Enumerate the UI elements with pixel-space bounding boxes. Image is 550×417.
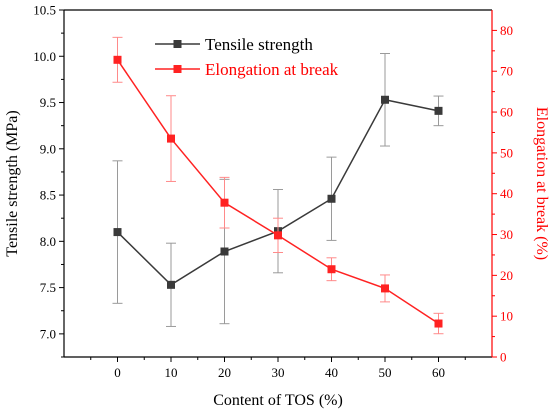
y-right-tick-label: 20 (500, 268, 513, 283)
elongation-point (327, 265, 336, 274)
legend-label-tensile: Tensile strength (205, 35, 313, 54)
y-left-tick-label: 8.5 (40, 188, 56, 203)
series-layer (112, 36, 444, 335)
y-left-tick-label: 8.0 (40, 234, 56, 249)
x-axis-title: Content of TOS (%) (213, 392, 343, 409)
x-tick-label: 30 (272, 365, 285, 380)
y-axis-right-title: Elongation at break (%) (533, 107, 550, 260)
tensile-point (220, 247, 229, 256)
tensile-point (167, 280, 175, 289)
y-left-tick-label: 10.5 (33, 3, 56, 18)
y-right-tick-label: 80 (500, 23, 513, 38)
elongation-point (113, 55, 122, 64)
elongation-point (167, 134, 175, 143)
tensile-point (381, 95, 389, 104)
y-left-tick-label: 9.5 (40, 95, 56, 110)
y-right-tick-label: 70 (500, 64, 513, 79)
x-axis: 0 10 20 30 40 50 60 (90, 357, 466, 380)
tensile-point (327, 194, 336, 203)
tensile-point (434, 106, 443, 115)
y-axis-right: 0 10 20 30 40 50 60 70 80 (492, 23, 513, 365)
y-right-tick-label: 30 (500, 227, 513, 242)
elongation-point (381, 284, 389, 293)
x-tick-label: 20 (218, 365, 231, 380)
y-right-tick-label: 40 (500, 186, 513, 201)
y-left-tick-label: 7.0 (40, 326, 56, 341)
y-right-tick-label: 10 (500, 309, 513, 324)
legend-marker-tensile (173, 40, 182, 48)
elongation-point (220, 198, 229, 207)
legend-marker-elongation (173, 65, 182, 73)
y-right-tick-label: 0 (500, 350, 507, 365)
tensile-point (113, 228, 122, 237)
x-tick-label: 40 (325, 365, 338, 380)
legend: Tensile strength Elongation at break (155, 35, 339, 79)
elongation-point (434, 319, 443, 328)
y-left-tick-label: 7.5 (40, 280, 56, 295)
plot-frame (63, 9, 493, 358)
y-axis-left-title: Tensile strength (MPa) (4, 110, 21, 256)
x-tick-label: 60 (432, 365, 445, 380)
elongation-point (274, 231, 282, 240)
y-right-tick-label: 60 (500, 105, 513, 120)
y-left-tick-label: 10.0 (33, 49, 56, 64)
x-tick-label: 10 (165, 365, 178, 380)
y-right-tick-label: 50 (500, 145, 513, 160)
x-tick-label: 50 (379, 365, 392, 380)
y-left-tick-label: 9.0 (40, 141, 56, 156)
y-axis-left: 7.0 7.5 8.0 8.5 9.0 9.5 10.0 10.5 (33, 3, 64, 358)
x-tick-label: 0 (114, 365, 121, 380)
legend-label-elongation: Elongation at break (205, 60, 339, 79)
